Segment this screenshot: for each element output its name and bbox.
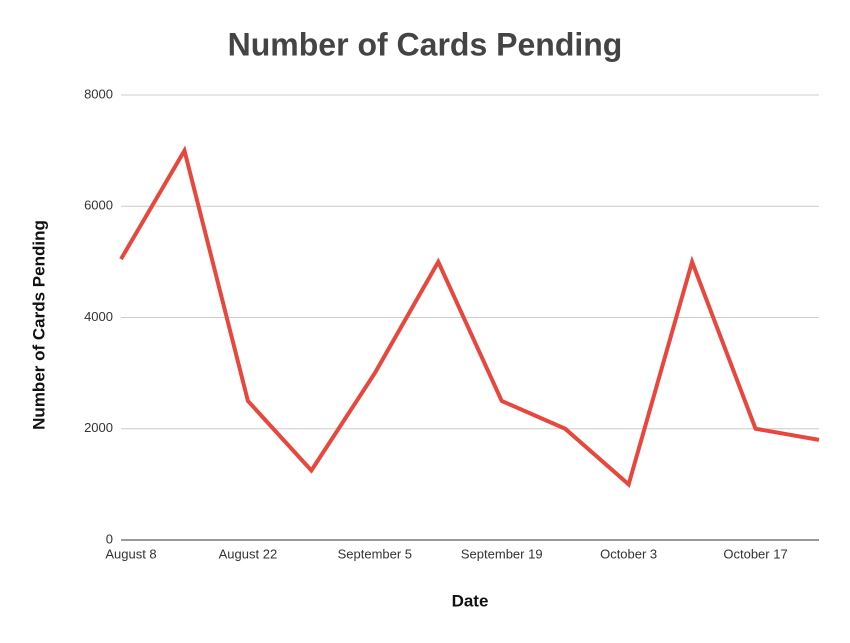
x-tick-label: October 3	[600, 546, 657, 561]
y-tick-label: 2000	[84, 420, 113, 435]
y-tick-label: 8000	[84, 86, 113, 101]
x-tick-label: August 22	[219, 546, 278, 561]
x-tick-label: September 5	[338, 546, 412, 561]
y-tick-label: 6000	[84, 198, 113, 213]
x-tick-label: October 17	[723, 546, 787, 561]
y-tick-label: 4000	[84, 309, 113, 324]
y-axis-label: Number of Cards Pending	[29, 220, 48, 430]
x-tick-label: September 19	[461, 546, 543, 561]
x-tick-label: August 8	[105, 546, 156, 561]
line-series	[119, 145, 820, 488]
x-axis-label: Date	[452, 591, 489, 610]
y-tick-label: 0	[106, 531, 113, 546]
chart-title: Number of Cards Pending	[228, 26, 623, 62]
